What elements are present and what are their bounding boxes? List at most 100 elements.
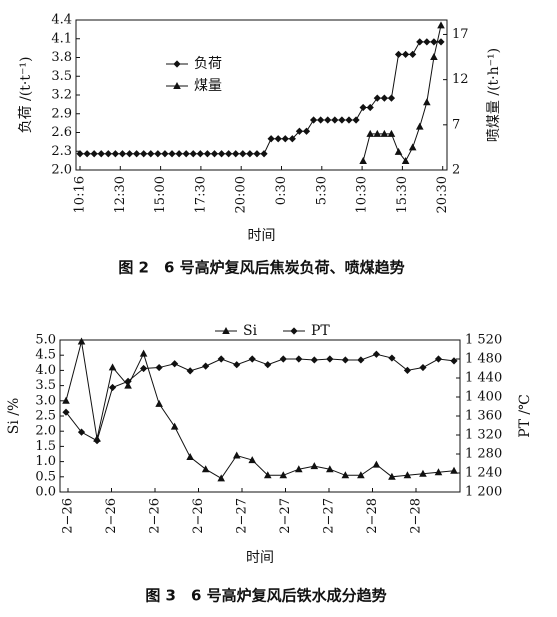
y-right-tick-label: 17 xyxy=(452,27,469,42)
data-point-PT xyxy=(357,356,365,364)
data-point-PT xyxy=(93,437,101,445)
data-point-负荷 xyxy=(309,116,318,124)
series-line-Si xyxy=(65,341,455,479)
data-point-负荷 xyxy=(352,116,360,124)
data-point-负荷 xyxy=(416,38,424,46)
data-point-PT xyxy=(388,354,396,362)
data-point-Si xyxy=(139,349,148,357)
data-point-煤量 xyxy=(359,156,367,164)
y-right-axis-title: 喷煤量 /(t·h⁻¹) xyxy=(486,48,502,142)
data-point-PT xyxy=(279,355,287,363)
data-point-PT xyxy=(295,355,303,363)
data-point-煤量 xyxy=(394,147,403,155)
data-point-负荷 xyxy=(118,150,127,158)
data-point-Si xyxy=(295,465,303,473)
data-point-负荷 xyxy=(331,116,339,124)
data-point-PT xyxy=(155,363,163,372)
data-point-Si xyxy=(232,451,241,459)
x-tick-label: 2−27 xyxy=(322,498,337,534)
y-left-tick-label: 3.8 xyxy=(51,50,72,65)
x-tick-label: 2−26 xyxy=(191,498,206,534)
data-point-Si xyxy=(170,422,179,430)
data-point-负荷 xyxy=(366,103,374,112)
legend-marker xyxy=(173,82,181,89)
y-right-axis-title: PT /℃ xyxy=(517,394,533,438)
data-point-煤量 xyxy=(387,129,396,137)
legend-marker xyxy=(290,327,298,335)
data-point-PT xyxy=(233,361,241,369)
y-left-tick-label: 1.0 xyxy=(35,454,56,469)
data-point-PT xyxy=(140,364,148,373)
x-tick-label: 2−26 xyxy=(148,498,163,534)
chart-iron-composition: 0.00.51.01.52.02.53.03.54.04.55.0 1 200 1 … xyxy=(6,323,533,605)
y-left-tick-label: 2.6 xyxy=(51,125,72,140)
y-left-tick-label: 4.0 xyxy=(35,363,56,378)
data-point-负荷 xyxy=(104,150,112,158)
data-point-负荷 xyxy=(125,150,134,158)
data-point-负荷 xyxy=(260,150,268,158)
data-point-负荷 xyxy=(302,127,311,135)
chart-load-coal: 2.0 2.3 2.6 2.9 3.2 3.5 3.8 4.1 4.4 2 7 12 17 10:16 12… xyxy=(18,13,502,277)
data-point-负荷 xyxy=(182,150,190,158)
data-point-负荷 xyxy=(295,127,304,135)
y-left-axis-title: 负荷 /(t·t⁻¹) xyxy=(18,57,34,134)
data-point-PT xyxy=(434,355,443,363)
data-point-PT xyxy=(77,428,86,436)
data-point-PT xyxy=(202,362,210,370)
data-point-负荷 xyxy=(437,38,445,46)
x-tick-label: 15:00 xyxy=(153,176,168,213)
data-point-Si xyxy=(217,474,225,482)
legend-label: PT xyxy=(311,323,330,339)
series-line-PT xyxy=(65,353,455,442)
y-left-tick-label: 4.1 xyxy=(51,31,72,46)
data-point-PT xyxy=(310,356,318,364)
x-tick-label: 2−27 xyxy=(235,498,250,534)
y-right-tick-label: 7 xyxy=(452,117,460,132)
data-point-负荷 xyxy=(111,150,119,158)
y-right-tick-label: 2 xyxy=(452,163,460,178)
y-right-tick-label: 1 360 xyxy=(465,409,502,424)
data-point-Si xyxy=(403,471,412,479)
data-point-Si xyxy=(108,363,117,371)
y-left-tick-label: 4.4 xyxy=(51,13,72,28)
data-point-Si xyxy=(388,472,396,480)
y-left-axis-title: Si /% xyxy=(6,398,22,435)
y-right-tick-label: 1 280 xyxy=(465,447,502,462)
y-left-tick-label: 2.0 xyxy=(51,163,72,178)
data-point-Si xyxy=(372,460,381,468)
y-left-tick-label: 2.0 xyxy=(35,424,56,439)
figure-caption: 图 2 6 号高炉复风后焦炭负荷、喷煤趋势 xyxy=(118,259,404,277)
legend-marker xyxy=(173,60,181,68)
plot-frame xyxy=(59,339,461,493)
data-point-Si xyxy=(326,465,334,473)
data-point-负荷 xyxy=(324,116,332,124)
x-tick-label: 20:30 xyxy=(435,176,450,213)
x-tick-label: 2−26 xyxy=(104,498,119,534)
x-tick-label: 10:16 xyxy=(73,176,88,213)
data-point-负荷 xyxy=(210,150,219,158)
y-left-tick-label: 1.5 xyxy=(35,439,56,454)
data-point-PT xyxy=(217,355,225,363)
x-tick-label: 20:00 xyxy=(234,176,249,213)
y-left-tick-label: 5.0 xyxy=(35,333,56,348)
data-point-PT xyxy=(248,355,256,363)
data-point-Si xyxy=(186,453,194,461)
data-point-负荷 xyxy=(147,150,155,158)
data-point-负荷 xyxy=(409,50,417,58)
y-right-tick-label: 1 440 xyxy=(465,371,502,386)
data-point-Si xyxy=(263,471,272,479)
data-point-负荷 xyxy=(430,38,438,46)
data-point-负荷 xyxy=(175,150,183,158)
legend-marker xyxy=(222,327,230,334)
data-point-负荷 xyxy=(83,150,91,158)
y-left-tick-label: 0.5 xyxy=(35,469,56,484)
data-point-Si xyxy=(450,466,458,474)
data-point-负荷 xyxy=(345,116,353,124)
data-point-PT xyxy=(326,355,334,363)
data-point-负荷 xyxy=(189,150,197,158)
y-left-tick-label: 2.3 xyxy=(51,144,72,159)
y-left-tick-label: 2.5 xyxy=(35,409,56,424)
data-point-负荷 xyxy=(387,94,396,102)
y-left-tick-label: 3.5 xyxy=(51,69,72,84)
